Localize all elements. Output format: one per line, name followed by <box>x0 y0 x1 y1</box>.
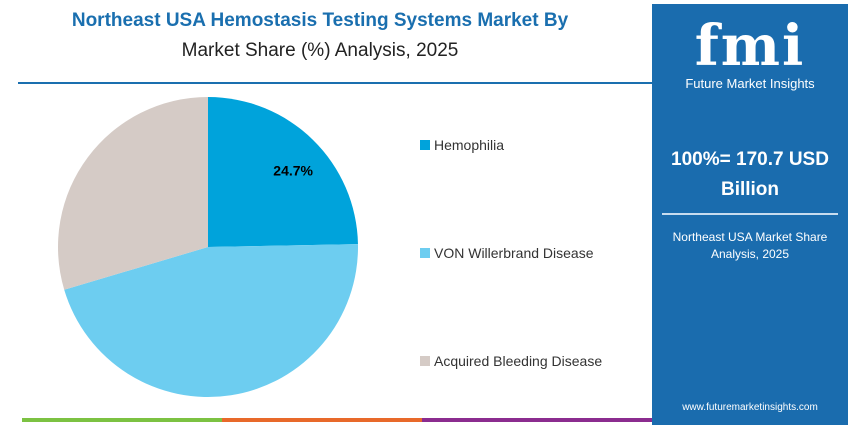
legend-swatch <box>420 248 430 258</box>
legend-label: Hemophilia <box>434 137 505 153</box>
pie-chart: 24.7% <box>57 97 359 398</box>
panel-divider <box>662 213 838 215</box>
chart-title: Northeast USA Hemostasis Testing Systems… <box>71 10 569 31</box>
legend-label: VON Willerbrand Disease <box>434 245 594 261</box>
chart-subtitle: Market Share (%) Analysis, 2025 <box>181 40 459 61</box>
pie-slice-2 <box>57 97 208 290</box>
legend-item: VON Willerbrand Disease <box>420 245 594 261</box>
pie-slice-1 <box>64 244 359 398</box>
pie-slice-0 <box>208 97 358 247</box>
title-divider <box>18 82 652 84</box>
legend-item: Hemophilia <box>420 137 504 153</box>
fmi-logo: fmi <box>694 13 806 79</box>
footer-bar-orange <box>222 418 422 422</box>
data-label: 24.7% <box>273 163 313 179</box>
footer-bar-purple <box>422 418 652 422</box>
legend-swatch <box>420 140 430 150</box>
market-total: 100%= 170.7 USD Billion <box>671 149 829 200</box>
footer-bar-green <box>22 418 222 422</box>
legend-swatch <box>420 356 430 366</box>
info-panel: fmi Future Market Insights 100%= 170.7 U… <box>652 4 848 425</box>
logo-text: Future Market Insights <box>685 76 815 91</box>
panel-subtitle: Northeast USA Market Share Analysis, 202… <box>672 230 828 261</box>
legend-item: Acquired Bleeding Disease <box>420 353 602 369</box>
legend-label: Acquired Bleeding Disease <box>434 353 603 369</box>
website-link[interactable]: www.futuremarketinsights.com <box>682 402 818 413</box>
